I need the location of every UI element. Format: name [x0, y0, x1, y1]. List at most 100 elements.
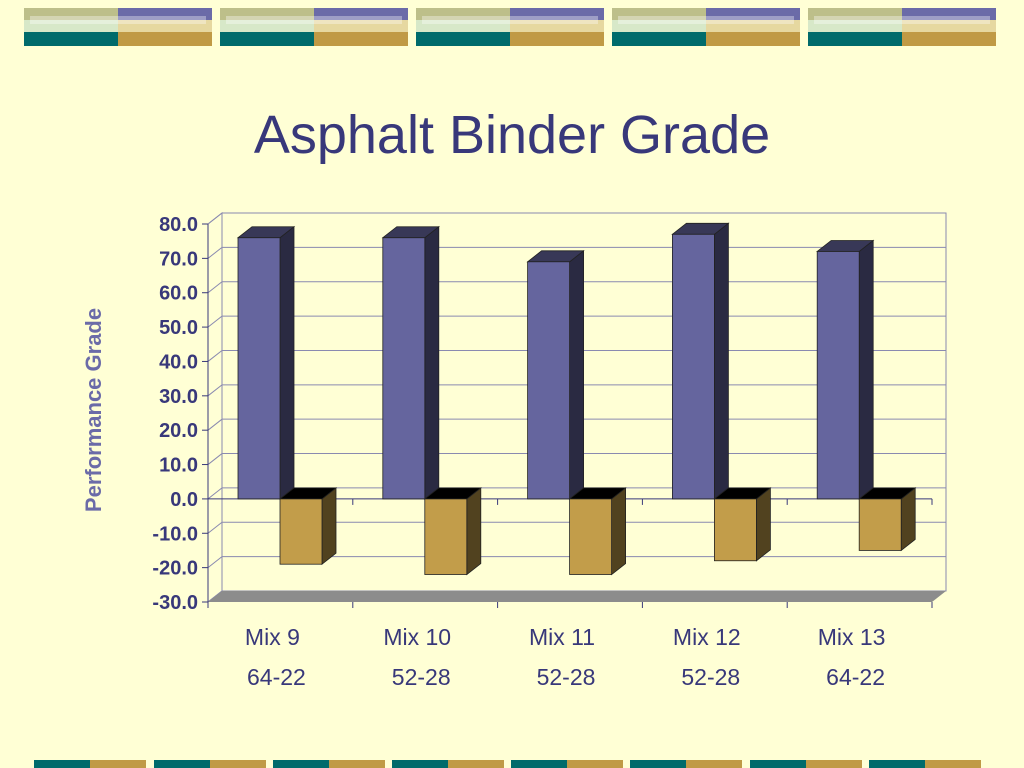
gridline: [207, 521, 946, 534]
banner-piece: [220, 32, 314, 46]
x-category-label: Mix 9: [245, 624, 300, 650]
banner-piece: [510, 20, 604, 32]
banner-piece: [416, 20, 510, 32]
gridline: [207, 556, 946, 569]
y-tick-label: -30.0: [152, 592, 198, 614]
y-tick-label: 20.0: [159, 420, 198, 442]
banner-piece: [808, 20, 902, 32]
x-category-label: Mix 10: [383, 624, 451, 650]
bar-side: [466, 487, 482, 576]
banner-piece: [118, 20, 212, 32]
y-tick-label: 70.0: [159, 248, 198, 270]
banner-piece: [314, 8, 408, 20]
bar-front: [382, 237, 426, 500]
banner-block-top: [220, 8, 408, 46]
banner-block-top: [24, 8, 212, 46]
slide-title: Asphalt Binder Grade: [253, 105, 771, 165]
bar-front: [569, 498, 612, 575]
y-tick-label: 0.0: [170, 489, 198, 511]
banner-highlight: [618, 16, 794, 24]
banner-piece: [416, 8, 510, 20]
banner-piece: [416, 32, 510, 46]
banner-piece: [511, 760, 567, 768]
banner-piece: [273, 760, 329, 768]
banner-block-top: [612, 8, 800, 46]
bar-side: [424, 225, 440, 500]
banner-piece: [314, 32, 408, 46]
banner-piece: [925, 760, 981, 768]
bar-side: [279, 225, 295, 500]
bar: [526, 249, 585, 500]
y-tick-label: 40.0: [159, 351, 198, 373]
bar-front: [237, 237, 281, 500]
banner-piece: [806, 760, 862, 768]
y-tick-label: 60.0: [159, 283, 198, 305]
plot-side-wall: [207, 211, 223, 604]
bar: [278, 487, 338, 566]
banner-piece: [612, 8, 706, 20]
bar-front: [816, 251, 860, 500]
banner-block-top: [416, 8, 604, 46]
bar-side: [714, 222, 729, 500]
banner-piece: [314, 20, 408, 32]
bar-front: [672, 233, 715, 500]
banner-piece: [220, 8, 314, 20]
bar: [671, 222, 730, 500]
top-decorative-banner: [24, 8, 996, 46]
banner-highlight: [422, 16, 598, 24]
banner-highlight: [814, 16, 990, 24]
bar-side: [321, 487, 337, 566]
y-tick-label: 80.0: [159, 214, 198, 236]
bar-side: [569, 249, 584, 500]
banner-piece: [902, 32, 996, 46]
banner-piece: [510, 32, 604, 46]
bar-side: [756, 487, 771, 562]
bar: [381, 225, 440, 500]
banner-piece: [869, 760, 925, 768]
bar-front: [527, 261, 570, 500]
banner-piece: [808, 32, 902, 46]
banner-piece: [448, 760, 504, 768]
banner-piece: [630, 760, 686, 768]
banner-piece: [24, 20, 118, 32]
banner-piece: [329, 760, 385, 768]
bottom-decorative-banner: [34, 760, 981, 768]
banner-highlight: [30, 16, 206, 24]
x-category-sublabel: 52-28: [392, 664, 451, 690]
y-tick-label: -10.0: [152, 523, 198, 545]
banner-piece: [808, 8, 902, 20]
bar: [236, 225, 296, 500]
bar: [713, 487, 772, 562]
banner-piece: [24, 32, 118, 46]
banner-piece: [510, 8, 604, 20]
bar: [858, 487, 917, 552]
x-category-sublabel: 52-28: [681, 664, 740, 690]
gridline: [207, 212, 946, 225]
y-tick-label: 50.0: [159, 317, 198, 339]
bar-side: [611, 487, 626, 576]
bar-front: [858, 498, 902, 551]
bar-front: [279, 498, 323, 565]
banner-piece: [392, 760, 448, 768]
banner-piece: [686, 760, 742, 768]
banner-piece: [750, 760, 806, 768]
y-tick-label: 10.0: [159, 455, 198, 477]
banner-block-top: [808, 8, 996, 46]
banner-piece: [118, 32, 212, 46]
banner-piece: [210, 760, 266, 768]
banner-piece: [220, 20, 314, 32]
y-axis-title: Performance Grade: [81, 308, 106, 512]
bar: [568, 487, 627, 576]
bar: [816, 239, 875, 500]
y-tick-label: 30.0: [159, 386, 198, 408]
banner-piece: [612, 20, 706, 32]
bar-side: [858, 239, 874, 500]
banner-piece: [612, 32, 706, 46]
banner-piece: [90, 760, 146, 768]
x-category-label: Mix 12: [673, 624, 741, 650]
banner-piece: [154, 760, 210, 768]
banner-piece: [118, 8, 212, 20]
banner-piece: [706, 20, 800, 32]
banner-piece: [34, 760, 90, 768]
